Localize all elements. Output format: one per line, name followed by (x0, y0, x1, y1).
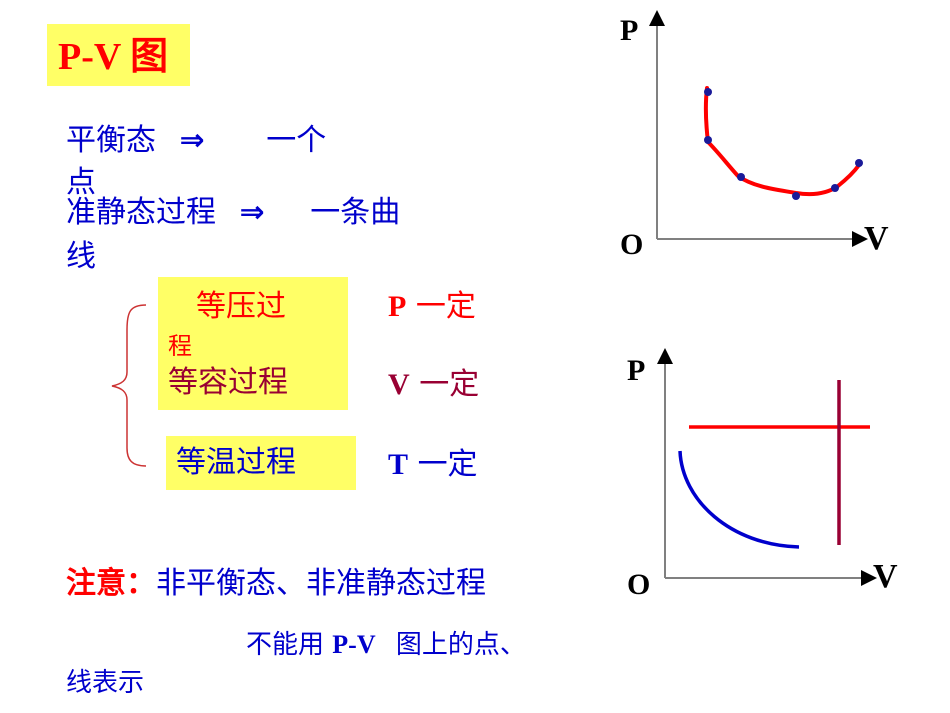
process-isothermal: 等温过程 (176, 445, 296, 480)
note-line-2: 不能用 P-V 图上的点、 (246, 630, 526, 660)
process-isochoric: 等容过程 (168, 365, 288, 400)
isothermal-curve (678, 450, 800, 549)
page-title: P-V 图 (58, 34, 168, 79)
implies-icon: ⇒ (179, 123, 205, 158)
note-prefix: 不能用 (246, 630, 325, 660)
condition-isochoric: V 一定 (388, 368, 479, 402)
statement-quasistatic: 准静态过程 ⇒ 一条曲 (66, 196, 400, 230)
statement-quasistatic-wrap: 线 (66, 239, 96, 274)
statement-equilibrium-wrap: 点 (66, 165, 96, 200)
condition-var: P (388, 290, 407, 323)
implies-icon: ⇒ (239, 195, 265, 230)
statement-equilibrium: 平衡态 ⇒ 一个 (66, 124, 326, 158)
condition-var: T (388, 448, 409, 481)
condition-text: 一定 (417, 447, 478, 482)
brace-icon (111, 304, 147, 467)
quasistatic-curve (703, 86, 861, 197)
note-line-3: 线表示 (66, 668, 145, 698)
diagram2-o-label: O (627, 568, 651, 601)
process-highlight-1 (158, 277, 348, 410)
diagram1-o-label: O (620, 228, 644, 261)
note-line-1: 注意：非平衡态、非准静态过程 (66, 567, 486, 601)
title-latin: P-V (58, 36, 121, 78)
statement-left: 平衡态 (66, 123, 156, 158)
state-points (704, 88, 863, 200)
title-highlight (47, 24, 190, 86)
diagram1-v-label: V (864, 220, 889, 257)
note-label: 注意： (66, 566, 156, 601)
condition-isobaric: P 一定 (388, 290, 476, 324)
process-highlight-2 (166, 436, 356, 490)
pv-diagram-quasistatic (649, 10, 868, 247)
note-suffix: 图上的点、 (395, 630, 526, 660)
diagram2-p-label: P (627, 354, 646, 387)
condition-isothermal: T 一定 (388, 448, 478, 482)
note-text-1: 非平衡态、非准静态过程 (156, 566, 486, 601)
statement-left: 准静态过程 (66, 195, 216, 230)
diagram2-v-label: V (873, 558, 898, 595)
statement-right: 一个 (266, 123, 327, 158)
process-isobaric: 等压过 (196, 289, 286, 324)
pv-diagram-isoprocesses (657, 348, 877, 586)
diagram1-p-label: P (620, 14, 639, 47)
condition-text: 一定 (415, 289, 476, 324)
process-isobaric-wrap: 程 (168, 334, 192, 356)
condition-text: 一定 (419, 367, 480, 402)
note-pv: P-V (332, 630, 376, 659)
title-cn: 图 (130, 34, 169, 78)
condition-var: V (388, 368, 410, 401)
statement-right: 一条曲 (310, 195, 401, 230)
